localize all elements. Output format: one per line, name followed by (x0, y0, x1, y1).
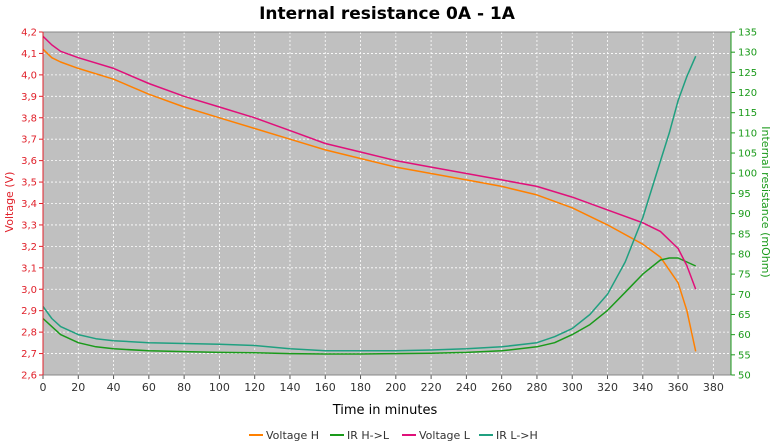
x-tick-label: 220 (421, 381, 442, 394)
x-tick-label: 320 (597, 381, 618, 394)
x-tick-label: 360 (668, 381, 689, 394)
y-left-tick-label: 4,2 (21, 28, 37, 39)
y-right-tick-label: 100 (738, 169, 757, 180)
series-line-2 (42, 257, 697, 355)
y-right-tick-label: 80 (738, 249, 751, 260)
x-tick-label: 0 (40, 381, 47, 394)
y-right-tick-label: 125 (738, 68, 757, 79)
y-right-tick-label: 60 (738, 330, 751, 341)
y-left-tick-label: 2,8 (21, 328, 37, 339)
y-left-tick-label: 3,1 (21, 263, 37, 274)
x-tick-label: 40 (107, 381, 121, 394)
y-right-tick-label: 135 (738, 28, 757, 39)
x-tick-label: 260 (491, 381, 512, 394)
legend-entry: Voltage L (419, 429, 471, 442)
x-tick-label: 20 (71, 381, 85, 394)
y-right-tick-label: 70 (738, 290, 751, 301)
series-line-4 (42, 55, 697, 352)
x-tick-label: 140 (279, 381, 300, 394)
y-left-tick-label: 3,2 (21, 242, 37, 253)
x-tick-label: 240 (456, 381, 477, 394)
x-tick-label: 340 (632, 381, 653, 394)
x-tick-label: 120 (244, 381, 265, 394)
y-right-tick-label: 95 (738, 189, 751, 200)
y-right-tick-label: 105 (738, 149, 757, 160)
x-tick-label: 380 (703, 381, 724, 394)
y-left-tick-label: 3,7 (21, 135, 37, 146)
x-tick-label: 80 (177, 381, 191, 394)
y-left-tick-label: 4,1 (21, 49, 37, 60)
y-axis-right-label: Internal resistance (mOhm) (759, 126, 772, 277)
y-right-tick-label: 115 (738, 108, 757, 119)
x-tick-label: 60 (142, 381, 156, 394)
y-left-tick-label: 3,3 (21, 220, 37, 231)
y-left-tick-label: 3,6 (21, 156, 37, 167)
series-line-3 (42, 35, 697, 290)
y-left-tick-label: 3,8 (21, 113, 37, 124)
y-left-tick-label: 3,9 (21, 92, 37, 103)
legend: Voltage H IR H->L Voltage L IR L->H (249, 429, 538, 442)
legend-entry: IR L->H (496, 429, 538, 442)
y-left-tick-label: 3,4 (21, 199, 37, 210)
x-tick-label: 200 (385, 381, 406, 394)
y-right-tick-label: 65 (738, 310, 751, 321)
y-right-tick-label: 130 (738, 48, 757, 59)
plot-area (42, 31, 731, 376)
x-tick-label: 280 (526, 381, 547, 394)
y-right-tick-label: 75 (738, 270, 751, 281)
y-axis-left-label: Voltage (V) (3, 172, 16, 233)
x-axis-label: Time in minutes (332, 403, 438, 418)
legend-entry: IR H->L (347, 429, 390, 442)
y-right-tick-label: 120 (738, 88, 757, 99)
x-tick-label: 160 (315, 381, 336, 394)
y-right-tick-label: 85 (738, 229, 751, 240)
x-tick-label: 100 (209, 381, 230, 394)
y-left-tick-label: 2,9 (21, 306, 37, 317)
x-tick-label: 300 (562, 381, 583, 394)
y-left-tick-label: 2,7 (21, 349, 37, 360)
x-tick-label: 180 (350, 381, 371, 394)
y-right-tick-label: 55 (738, 350, 751, 361)
y-right-tick-label: 90 (738, 209, 751, 220)
axes: 0 20 40 60 80 100 120 140 160 180 200 220 240 260 280 3… (21, 28, 757, 395)
y-left-tick-label: 4,0 (21, 70, 37, 81)
y-left-tick-label: 3,0 (21, 285, 37, 296)
legend-entry: Voltage H (266, 429, 319, 442)
series-line-1 (42, 48, 697, 352)
y-left-tick-label: 3,5 (21, 178, 37, 189)
chart-title: Internal resistance 0A - 1A (259, 4, 516, 24)
y-left-tick-label: 2,6 (21, 371, 37, 382)
y-right-tick-label: 110 (738, 128, 757, 139)
y-right-tick-label: 50 (738, 371, 751, 382)
